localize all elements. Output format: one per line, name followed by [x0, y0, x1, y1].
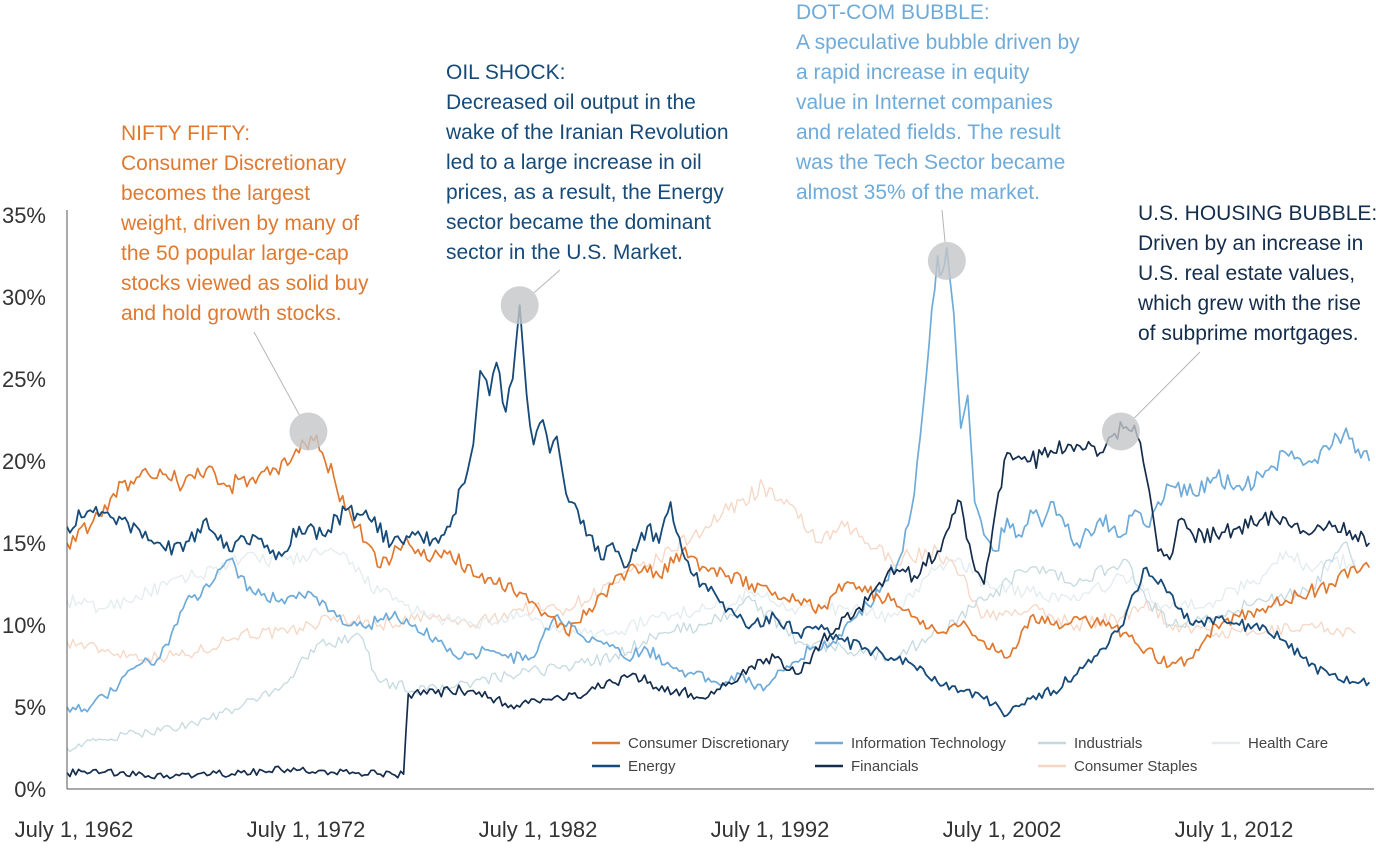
annotation-line: a rapid increase in equity	[796, 61, 1030, 84]
series-line-consumer-staples	[66, 479, 1356, 663]
x-tick-label: July 1, 1962	[15, 817, 134, 842]
annotation-line: prices, as a result, the Energy	[446, 181, 724, 204]
annotation-line: sector in the U.S. Market.	[446, 241, 683, 264]
series-line-industrials	[66, 541, 1356, 753]
legend-item-consumer-staples: Consumer Staples	[1038, 758, 1197, 775]
x-tick-label: July 1, 1992	[711, 817, 830, 842]
y-tick-label: 30%	[2, 285, 46, 310]
annotation-line: Consumer Discretionary	[121, 152, 347, 175]
legend-item-energy: Energy	[592, 758, 676, 775]
legend-label: Information Technology	[851, 735, 1006, 752]
y-tick-labels: 0% 5% 10% 15% 20% 25% 30% 35%	[2, 203, 46, 802]
leader-line	[253, 331, 300, 416]
leader-line	[1134, 351, 1201, 419]
x-tick-label: July 1, 2012	[1175, 817, 1294, 842]
y-tick-label: 15%	[2, 531, 46, 556]
annotation-line: Decreased oil output in the	[446, 91, 696, 114]
legend-label: Health Care	[1248, 735, 1328, 752]
annotation-line: sector became the dominant	[446, 211, 711, 234]
legend-label: Consumer Discretionary	[628, 735, 789, 752]
annotation-line: A speculative bubble driven by	[796, 31, 1080, 54]
series-line-energy	[66, 304, 1371, 718]
annotation-line: and hold growth stocks.	[121, 302, 342, 325]
legend-item-industrials: Industrials	[1038, 735, 1142, 752]
series-layer	[66, 246, 1371, 780]
annotation-line: led to a large increase in oil	[446, 151, 702, 174]
annotation-title: OIL SHOCK:	[446, 61, 565, 84]
y-tick-label: 20%	[2, 449, 46, 474]
annotation-leaders	[253, 209, 1201, 419]
annotation-line: Driven by an increase in	[1138, 232, 1363, 255]
axes-layer	[66, 210, 1374, 790]
annotation-title: DOT-COM BUBBLE:	[796, 1, 990, 24]
annotation-line: weight, driven by many of	[120, 212, 359, 235]
annotation-line: the 50 popular large-cap	[121, 242, 349, 265]
annotation-line: wake of the Iranian Revolution	[445, 121, 729, 144]
annotation-title: U.S. HOUSING BUBBLE:	[1138, 202, 1376, 225]
y-tick-label: 10%	[2, 613, 46, 638]
series-line-health-care	[66, 547, 1356, 639]
series-line-financials	[66, 421, 1371, 780]
annotation-title: NIFTY FIFTY:	[121, 122, 250, 145]
nifty-fifty-marker	[289, 412, 328, 451]
series-line-consumer-discretionary	[66, 434, 1371, 669]
y-tick-label: 35%	[2, 203, 46, 228]
housing-marker	[1101, 412, 1140, 451]
annotation-line: and related fields. The result	[796, 121, 1061, 144]
annotation-line: was the Tech Sector became	[795, 151, 1065, 174]
annotation-housing: U.S. HOUSING BUBBLE: Driven by an increas…	[1137, 202, 1376, 345]
x-tick-labels: July 1, 1962 July 1, 1972 July 1, 1982 July…	[15, 817, 1294, 842]
y-tick-label: 5%	[14, 695, 46, 720]
annotation-nifty: NIFTY FIFTY: Consumer Discretionary become…	[120, 122, 369, 325]
legend: Consumer Discretionary Energy Information …	[592, 735, 1328, 775]
legend-label: Consumer Staples	[1074, 758, 1197, 775]
x-tick-label: July 1, 1982	[479, 817, 598, 842]
annotation-line: stocks viewed as solid buy	[121, 272, 369, 295]
annotation-line: almost 35% of the market.	[796, 181, 1040, 204]
legend-item-health-care: Health Care	[1212, 735, 1328, 752]
x-tick-label: July 1, 1972	[247, 817, 366, 842]
leader-line	[941, 209, 946, 243]
annotation-dotcom: DOT-COM BUBBLE: A speculative bubble driv…	[795, 1, 1080, 204]
y-tick-label: 25%	[2, 367, 46, 392]
annotation-line: value in Internet companies	[796, 91, 1053, 114]
dot-com-marker	[927, 241, 966, 280]
oil-shock-marker	[500, 286, 539, 325]
legend-item-information-technology: Information Technology	[815, 735, 1006, 752]
annotation-oil: OIL SHOCK: Decreased oil output in the wak…	[445, 61, 729, 264]
annotation-line: becomes the largest	[121, 182, 310, 205]
annotations: NIFTY FIFTY: Consumer Discretionary become…	[120, 1, 1376, 345]
y-tick-label: 0%	[14, 777, 46, 802]
legend-label: Industrials	[1074, 735, 1142, 752]
annotation-line: of subprime mortgages.	[1138, 322, 1359, 345]
annotation-line: which grew with the rise	[1137, 292, 1361, 315]
legend-item-financials: Financials	[815, 758, 919, 775]
annotation-line: U.S. real estate values,	[1138, 262, 1355, 285]
x-tick-label: July 1, 2002	[943, 817, 1062, 842]
legend-label: Financials	[851, 758, 919, 775]
legend-item-consumer-discretionary: Consumer Discretionary	[592, 735, 789, 752]
leader-line	[533, 269, 561, 294]
highlight-layer	[289, 241, 1140, 451]
legend-label: Energy	[628, 758, 676, 775]
